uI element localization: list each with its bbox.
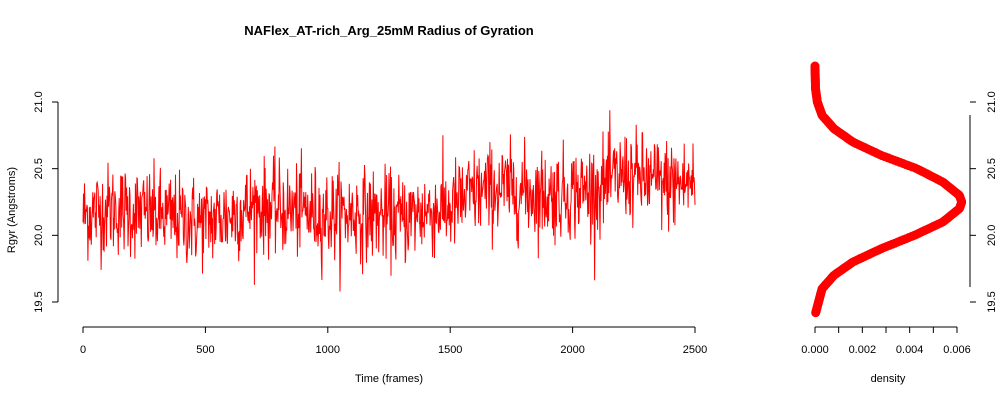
y-tick-label: 21.0 bbox=[33, 91, 45, 112]
density-axis-label: density bbox=[871, 373, 906, 385]
x-tick-label: 2000 bbox=[560, 344, 584, 356]
y-ticks: 19.5 20.0 20.5 21.0 bbox=[33, 91, 58, 313]
rgyr-trace-line bbox=[82, 110, 696, 292]
density-x-tick-label: 0.002 bbox=[849, 344, 877, 356]
y-tick-label: 20.0 bbox=[33, 225, 45, 246]
x-ticks: 0 500 1000 1500 2000 2500 bbox=[80, 327, 707, 356]
x-tick-label: 1500 bbox=[438, 344, 462, 356]
density-y-ticks: 19.5 20.0 20.5 21.0 bbox=[970, 91, 998, 313]
density-y-tick-label: 21.0 bbox=[986, 91, 998, 112]
y-tick-label: 19.5 bbox=[33, 291, 45, 312]
density-x-tick-label: 0.004 bbox=[896, 344, 924, 356]
x-axis-label: Time (frames) bbox=[355, 373, 423, 385]
density-y-tick-label: 19.5 bbox=[986, 291, 998, 312]
density-points bbox=[810, 61, 967, 318]
density-x-tick-label: 0.000 bbox=[801, 344, 829, 356]
y-axis-label: Rgyr (Angstroms) bbox=[6, 167, 18, 253]
density-x-ticks: 0.000 0.002 0.004 0.006 bbox=[801, 327, 971, 356]
density-y-tick-label: 20.0 bbox=[986, 225, 998, 246]
density-x-tick-label: 0.006 bbox=[943, 344, 971, 356]
y-tick-label: 20.5 bbox=[33, 158, 45, 179]
density-y-tick-label: 20.5 bbox=[986, 158, 998, 179]
x-tick-label: 1000 bbox=[316, 344, 340, 356]
time-series-plot: 19.5 20.0 20.5 21.0 0 500 1000 1500 2000 2500 Ti… bbox=[6, 91, 707, 385]
x-tick-label: 500 bbox=[196, 344, 214, 356]
density-point bbox=[810, 61, 820, 71]
x-tick-label: 2500 bbox=[683, 344, 707, 356]
density-plot: 0.000 0.002 0.004 0.006 19.5 20.0 20.5 21.0 de… bbox=[801, 61, 998, 385]
chart-title: NAFlex_AT-rich_Arg_25mM Radius of Gyrati… bbox=[244, 23, 533, 38]
x-tick-label: 0 bbox=[80, 344, 86, 356]
